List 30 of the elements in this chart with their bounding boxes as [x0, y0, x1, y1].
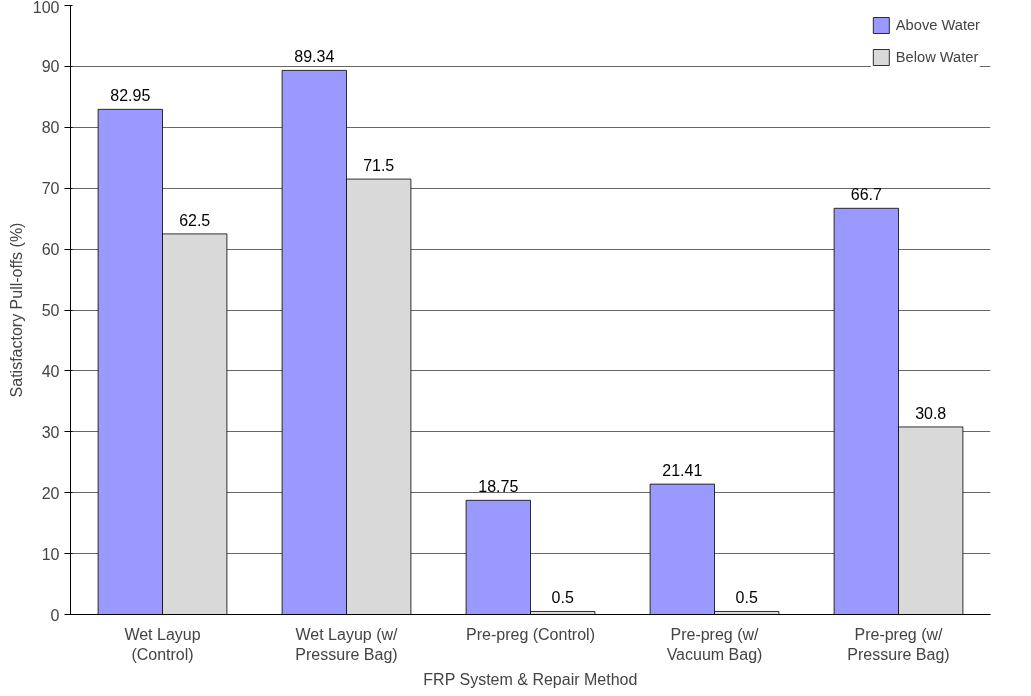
y-axis-title: Satisfactory Pull-offs (%)	[7, 222, 25, 398]
data-label: 62.5	[179, 211, 211, 229]
y-tick-label: 0	[50, 606, 60, 624]
data-label: 21.41	[662, 462, 703, 480]
data-label: 89.34	[294, 48, 335, 66]
y-tick-label: 20	[41, 484, 60, 502]
x-axis-title: FRP System & Repair Method	[423, 670, 638, 688]
x-tick-label: Wet Layup (Control)	[124, 625, 201, 663]
data-label: 71.5	[363, 157, 395, 175]
y-tick-label: 100	[32, 0, 60, 16]
y-tick-label: 90	[41, 58, 60, 76]
y-tick-label: 80	[41, 119, 60, 137]
y-tick-label: 40	[41, 362, 60, 380]
data-label: 18.75	[478, 478, 519, 496]
data-label: 66.7	[850, 186, 882, 204]
legend-label: Below Water	[895, 49, 979, 65]
data-label: 30.8	[915, 404, 947, 422]
data-label: 82.95	[110, 87, 151, 105]
y-tick-label: 70	[41, 180, 60, 198]
data-label: 0.5	[551, 589, 574, 607]
x-tick-label: Pre-preg (Control)	[466, 625, 595, 643]
y-tick-label: 30	[41, 423, 60, 441]
x-tick-label: Pre-preg (w/ Pressure Bag)	[847, 625, 950, 663]
y-tick-label: 60	[41, 241, 60, 259]
x-tick-label: Pre-preg (w/ Vacuum Bag)	[666, 625, 763, 663]
data-label: 0.5	[735, 589, 758, 607]
x-tick-label: Wet Layup (w/ Pressure Bag)	[295, 625, 399, 663]
y-tick-label: 10	[41, 545, 60, 563]
y-tick-label: 50	[41, 302, 60, 319]
legend-label: Above Water	[895, 17, 980, 33]
